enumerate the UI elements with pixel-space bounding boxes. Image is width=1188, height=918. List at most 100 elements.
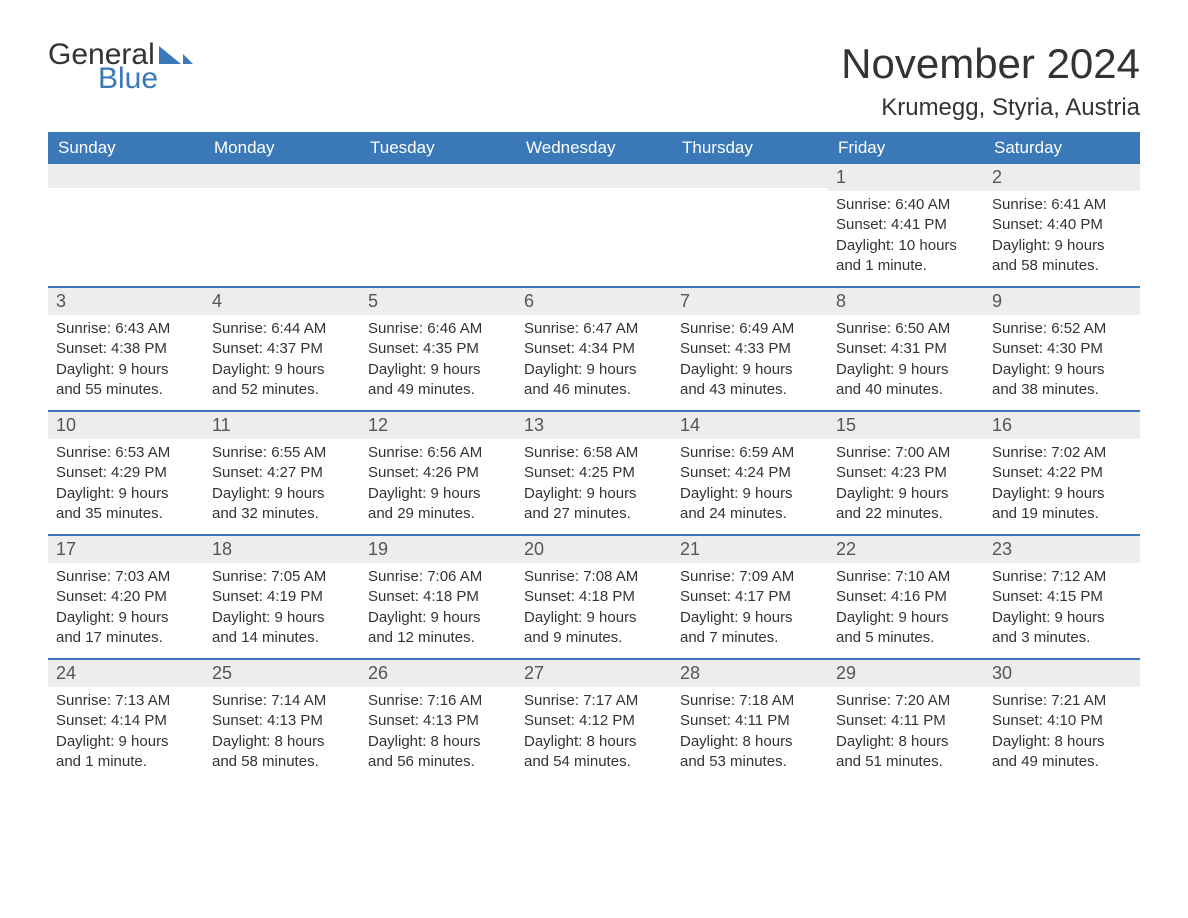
sunrise-text: Sunrise: 7:21 AM xyxy=(992,691,1132,711)
daylight-text: Daylight: 9 hours and 55 minutes. xyxy=(56,360,196,401)
day-number: 12 xyxy=(360,412,516,439)
day-details: Sunrise: 6:44 AMSunset: 4:37 PMDaylight:… xyxy=(204,315,360,410)
daylight-text: Daylight: 9 hours and 5 minutes. xyxy=(836,608,976,649)
sunset-text: Sunset: 4:19 PM xyxy=(212,587,352,607)
calendar-day: 16Sunrise: 7:02 AMSunset: 4:22 PMDayligh… xyxy=(984,412,1140,534)
day-number: 16 xyxy=(984,412,1140,439)
calendar-day: 2Sunrise: 6:41 AMSunset: 4:40 PMDaylight… xyxy=(984,164,1140,286)
sunrise-text: Sunrise: 7:13 AM xyxy=(56,691,196,711)
sunset-text: Sunset: 4:34 PM xyxy=(524,339,664,359)
sunrise-text: Sunrise: 6:43 AM xyxy=(56,319,196,339)
day-number: 5 xyxy=(360,288,516,315)
brand-word2: Blue xyxy=(98,64,158,94)
daylight-text: Daylight: 9 hours and 19 minutes. xyxy=(992,484,1132,525)
calendar-day: 5Sunrise: 6:46 AMSunset: 4:35 PMDaylight… xyxy=(360,288,516,410)
day-number: 22 xyxy=(828,536,984,563)
sunset-text: Sunset: 4:40 PM xyxy=(992,215,1132,235)
calendar-day: 17Sunrise: 7:03 AMSunset: 4:20 PMDayligh… xyxy=(48,536,204,658)
calendar-week: 10Sunrise: 6:53 AMSunset: 4:29 PMDayligh… xyxy=(48,410,1140,534)
daylight-text: Daylight: 8 hours and 54 minutes. xyxy=(524,732,664,773)
calendar-day xyxy=(48,164,204,286)
day-number: 29 xyxy=(828,660,984,687)
calendar-day xyxy=(672,164,828,286)
dow-wednesday: Wednesday xyxy=(516,132,672,164)
day-number: 8 xyxy=(828,288,984,315)
day-number: 28 xyxy=(672,660,828,687)
sunset-text: Sunset: 4:20 PM xyxy=(56,587,196,607)
day-number: 19 xyxy=(360,536,516,563)
daylight-text: Daylight: 9 hours and 22 minutes. xyxy=(836,484,976,525)
sunset-text: Sunset: 4:41 PM xyxy=(836,215,976,235)
sunset-text: Sunset: 4:11 PM xyxy=(836,711,976,731)
day-number: 13 xyxy=(516,412,672,439)
calendar-day: 19Sunrise: 7:06 AMSunset: 4:18 PMDayligh… xyxy=(360,536,516,658)
dow-friday: Friday xyxy=(828,132,984,164)
day-number: 26 xyxy=(360,660,516,687)
sunset-text: Sunset: 4:24 PM xyxy=(680,463,820,483)
sunrise-text: Sunrise: 6:56 AM xyxy=(368,443,508,463)
sunrise-text: Sunrise: 6:46 AM xyxy=(368,319,508,339)
dow-tuesday: Tuesday xyxy=(360,132,516,164)
day-number: 15 xyxy=(828,412,984,439)
day-details: Sunrise: 6:50 AMSunset: 4:31 PMDaylight:… xyxy=(828,315,984,410)
calendar-day: 14Sunrise: 6:59 AMSunset: 4:24 PMDayligh… xyxy=(672,412,828,534)
daylight-text: Daylight: 9 hours and 3 minutes. xyxy=(992,608,1132,649)
day-number: 2 xyxy=(984,164,1140,191)
sunrise-text: Sunrise: 7:12 AM xyxy=(992,567,1132,587)
daylight-text: Daylight: 9 hours and 46 minutes. xyxy=(524,360,664,401)
day-number: 11 xyxy=(204,412,360,439)
calendar-day: 28Sunrise: 7:18 AMSunset: 4:11 PMDayligh… xyxy=(672,660,828,782)
day-details: Sunrise: 7:05 AMSunset: 4:19 PMDaylight:… xyxy=(204,563,360,658)
sunrise-text: Sunrise: 7:03 AM xyxy=(56,567,196,587)
calendar-day: 12Sunrise: 6:56 AMSunset: 4:26 PMDayligh… xyxy=(360,412,516,534)
daylight-text: Daylight: 9 hours and 7 minutes. xyxy=(680,608,820,649)
sunset-text: Sunset: 4:16 PM xyxy=(836,587,976,607)
daylight-text: Daylight: 9 hours and 24 minutes. xyxy=(680,484,820,525)
brand-triangle-icon xyxy=(159,44,193,68)
day-number: 20 xyxy=(516,536,672,563)
daylight-text: Daylight: 9 hours and 9 minutes. xyxy=(524,608,664,649)
sunset-text: Sunset: 4:13 PM xyxy=(368,711,508,731)
calendar-day xyxy=(516,164,672,286)
sunset-text: Sunset: 4:35 PM xyxy=(368,339,508,359)
daylight-text: Daylight: 8 hours and 53 minutes. xyxy=(680,732,820,773)
day-details: Sunrise: 7:02 AMSunset: 4:22 PMDaylight:… xyxy=(984,439,1140,534)
day-details: Sunrise: 6:52 AMSunset: 4:30 PMDaylight:… xyxy=(984,315,1140,410)
sunset-text: Sunset: 4:12 PM xyxy=(524,711,664,731)
daylight-text: Daylight: 8 hours and 58 minutes. xyxy=(212,732,352,773)
calendar-day: 15Sunrise: 7:00 AMSunset: 4:23 PMDayligh… xyxy=(828,412,984,534)
day-number: 3 xyxy=(48,288,204,315)
daylight-text: Daylight: 9 hours and 29 minutes. xyxy=(368,484,508,525)
calendar-day: 24Sunrise: 7:13 AMSunset: 4:14 PMDayligh… xyxy=(48,660,204,782)
day-details: Sunrise: 6:58 AMSunset: 4:25 PMDaylight:… xyxy=(516,439,672,534)
day-details: Sunrise: 7:03 AMSunset: 4:20 PMDaylight:… xyxy=(48,563,204,658)
sunrise-text: Sunrise: 7:16 AM xyxy=(368,691,508,711)
day-number: 17 xyxy=(48,536,204,563)
sunrise-text: Sunrise: 7:05 AM xyxy=(212,567,352,587)
calendar-day xyxy=(204,164,360,286)
dow-monday: Monday xyxy=(204,132,360,164)
calendar-day: 26 Sunrise: 7:16 AMSunset: 4:13 PMDayligh… xyxy=(360,660,516,782)
day-number: 30 xyxy=(984,660,1140,687)
sunrise-text: Sunrise: 6:44 AM xyxy=(212,319,352,339)
calendar: Sunday Monday Tuesday Wednesday Thursday… xyxy=(48,132,1140,782)
calendar-day: 27Sunrise: 7:17 AMSunset: 4:12 PMDayligh… xyxy=(516,660,672,782)
calendar-day: 4Sunrise: 6:44 AMSunset: 4:37 PMDaylight… xyxy=(204,288,360,410)
sunset-text: Sunset: 4:10 PM xyxy=(992,711,1132,731)
sunrise-text: Sunrise: 7:14 AM xyxy=(212,691,352,711)
calendar-day: 3Sunrise: 6:43 AMSunset: 4:38 PMDaylight… xyxy=(48,288,204,410)
daylight-text: Daylight: 9 hours and 40 minutes. xyxy=(836,360,976,401)
daylight-text: Daylight: 9 hours and 14 minutes. xyxy=(212,608,352,649)
day-number: 18 xyxy=(204,536,360,563)
day-details: Sunrise: 7:21 AMSunset: 4:10 PMDaylight:… xyxy=(984,687,1140,782)
daylight-text: Daylight: 9 hours and 27 minutes. xyxy=(524,484,664,525)
sunrise-text: Sunrise: 7:06 AM xyxy=(368,567,508,587)
daylight-text: Daylight: 8 hours and 56 minutes. xyxy=(368,732,508,773)
day-number: 21 xyxy=(672,536,828,563)
day-number: 9 xyxy=(984,288,1140,315)
location: Krumegg, Styria, Austria xyxy=(841,94,1140,122)
dow-sunday: Sunday xyxy=(48,132,204,164)
day-number xyxy=(48,164,204,188)
day-details: Sunrise: 6:47 AMSunset: 4:34 PMDaylight:… xyxy=(516,315,672,410)
day-number: 24 xyxy=(48,660,204,687)
